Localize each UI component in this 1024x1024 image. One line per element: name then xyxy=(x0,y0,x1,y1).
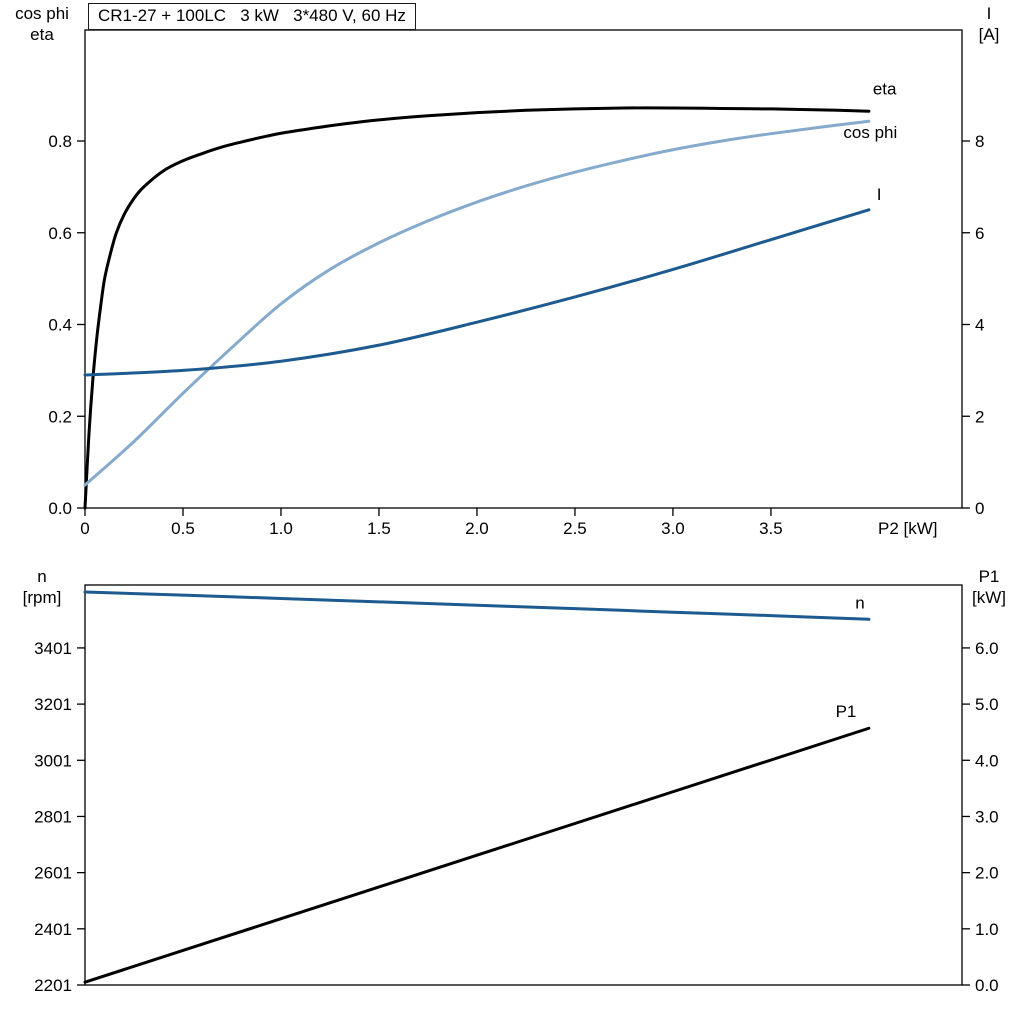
x-axis-label: P2 [kW] xyxy=(878,519,938,538)
axis-label-cos-phi: cos phi xyxy=(15,4,69,23)
x-tick-label: 3.0 xyxy=(661,519,685,538)
plot-frame xyxy=(84,29,963,509)
y-right-tick-label: 8 xyxy=(975,132,984,151)
axis-label-eta: eta xyxy=(30,25,54,44)
axis-label-ampere-unit: [A] xyxy=(978,25,1000,44)
y-right-tick-label: 5.0 xyxy=(975,695,999,714)
axis-label-p1: P1 xyxy=(978,567,1000,586)
chart-title: CR1-27 + 100LC 3 kW 3*480 V, 60 Hz xyxy=(88,3,416,30)
y-left-tick-label: 0.2 xyxy=(48,407,72,426)
curve-label-input-power: P1 xyxy=(836,702,857,721)
curve-cos-phi xyxy=(83,119,871,487)
x-tick-label: 2.0 xyxy=(465,519,489,538)
y-right-tick-label: 4 xyxy=(975,316,984,335)
y-left-tick-label: 2801 xyxy=(34,807,72,826)
plot-frame xyxy=(84,584,963,986)
axis-label-rpm-unit: [rpm] xyxy=(22,588,62,607)
curve-speed xyxy=(83,590,871,621)
curve-label-cos-phi: cos phi xyxy=(843,123,897,142)
x-tick-label: 2.5 xyxy=(563,519,587,538)
y-left-tick-label: 2601 xyxy=(34,864,72,883)
top-right-axis-header: I [A] xyxy=(962,3,1016,45)
y-right-tick-label: 6.0 xyxy=(975,639,999,658)
y-left-tick-label: 3401 xyxy=(34,639,72,658)
y-right-tick-label: 4.0 xyxy=(975,751,999,770)
y-left-tick-label: 2401 xyxy=(34,920,72,939)
y-right-tick-label: 0.0 xyxy=(975,976,999,995)
x-tick-label: 3.5 xyxy=(759,519,783,538)
x-tick-label: 1.0 xyxy=(269,519,293,538)
y-left-tick-label: 0.8 xyxy=(48,132,72,151)
x-tick-label: 0.5 xyxy=(171,519,195,538)
y-right-tick-label: 6 xyxy=(975,224,984,243)
axis-label-speed: n xyxy=(37,567,47,586)
curve-current xyxy=(83,208,871,377)
axis-label-current: I xyxy=(986,4,992,23)
curve-eta xyxy=(83,106,871,510)
y-right-tick-label: 2.0 xyxy=(975,864,999,883)
y-right-tick-label: 3.0 xyxy=(975,807,999,826)
bottom-right-axis-header: P1 [kW] xyxy=(960,566,1018,608)
y-left-tick-label: 0.6 xyxy=(48,224,72,243)
bottom-left-axis-header: n [rpm] xyxy=(2,566,82,608)
x-tick-label: 0 xyxy=(80,519,89,538)
y-left-tick-label: 3201 xyxy=(34,695,72,714)
y-left-tick-label: 3001 xyxy=(34,751,72,770)
x-tick-label: 1.5 xyxy=(367,519,391,538)
curve-label-speed: n xyxy=(855,593,864,612)
chart-0: 0.0 0.2 0.4 0.6 0.8 0 2 4 6 8 0 0.5 1.0 1.5 2.0 2.5 3.0 3… xyxy=(48,29,984,538)
curve-input-power xyxy=(83,726,871,984)
chart-1: 2201 2401 2601 2801 3001 3201 3401 0.0 1.0 2.0 3.0… xyxy=(34,584,999,995)
y-right-tick-label: 2 xyxy=(975,407,984,426)
y-left-tick-label: 0.0 xyxy=(48,499,72,518)
curve-label-current: I xyxy=(877,185,882,204)
y-left-tick-label: 0.4 xyxy=(48,316,72,335)
curve-label-eta: eta xyxy=(873,79,897,98)
y-right-tick-label: 0 xyxy=(975,499,984,518)
axis-label-kw-unit: [kW] xyxy=(972,588,1006,607)
y-left-tick-label: 2201 xyxy=(34,976,72,995)
y-right-tick-label: 1.0 xyxy=(975,920,999,939)
top-left-axis-header: cos phi eta xyxy=(2,3,82,45)
